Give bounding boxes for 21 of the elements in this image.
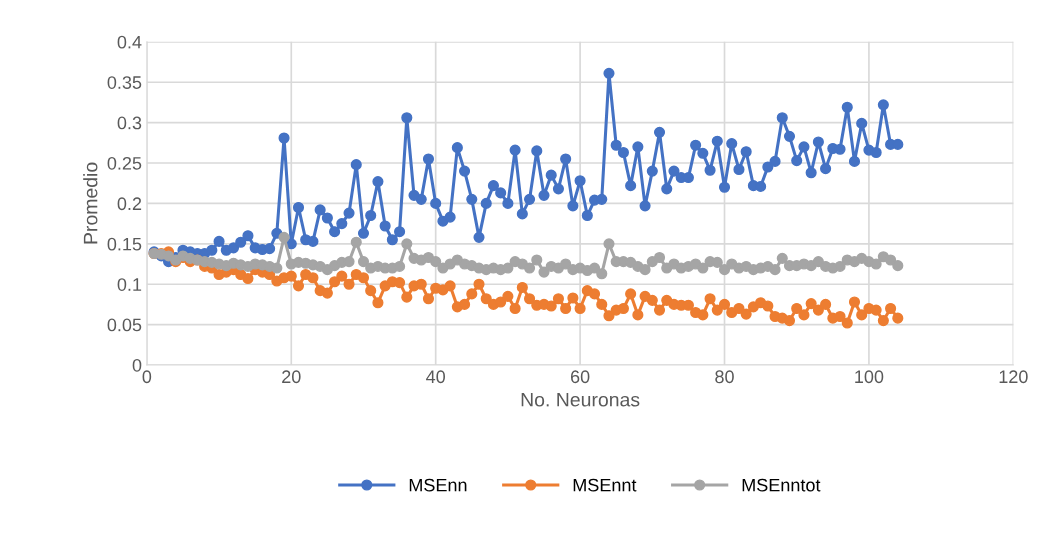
y-tick-label: 0.25 [107,156,142,170]
x-tick-label: 20 [282,370,301,384]
x-tick-label: 60 [570,370,590,384]
legend-label: MSEnnt [573,478,637,492]
y-tick-label: 0.15 [107,237,142,251]
x-tick-label: 80 [715,370,734,384]
y-tick-label: 0 [132,358,142,372]
y-axis-title: Promedio [83,162,98,244]
y-tick-label: 0.3 [117,116,142,130]
x-tick-label: 120 [999,370,1028,384]
y-tick-label: 0.35 [107,76,142,89]
x-tick-label: 40 [426,370,446,384]
y-tick-label: 0.05 [107,318,142,332]
y-tick-label: 0.2 [117,197,142,211]
x-axis-title: No. Neuronas [521,392,640,407]
y-tick-label: 0.1 [117,278,142,291]
x-tick-label: 100 [855,370,884,384]
y-tick-label: 0.4 [117,35,142,49]
x-tick-label: 0 [142,370,152,384]
legend-label: MSEnntot [742,478,821,492]
legend-label: MSEnn [409,478,467,492]
